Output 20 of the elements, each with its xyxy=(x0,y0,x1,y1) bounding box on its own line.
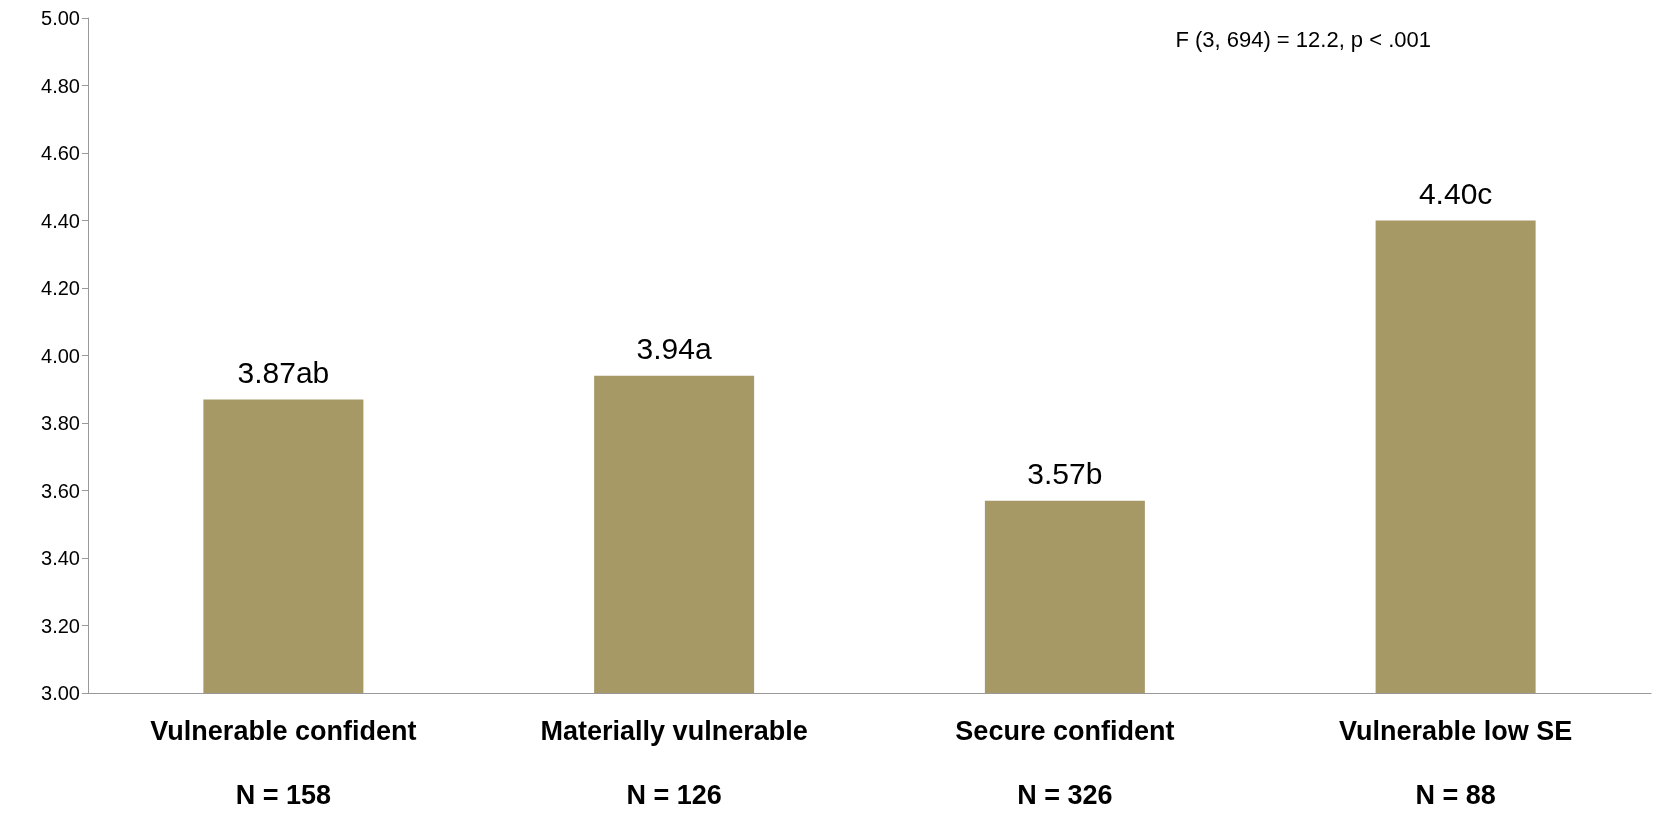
data-label: 4.40c xyxy=(1418,177,1493,210)
y-tick-label: 3.20 xyxy=(41,614,80,637)
y-tick-label: 3.80 xyxy=(41,412,80,434)
category-label: Vulnerable confident N = 158 xyxy=(150,716,417,810)
annotation: F (3, 694) = 12.2, p < .001 xyxy=(1175,26,1432,52)
data-label: 3.94a xyxy=(636,332,712,366)
y-tick-label: 4.00 xyxy=(41,344,80,367)
y-tick-label: 4.60 xyxy=(41,142,80,164)
category-label: Secure confident N = 326 xyxy=(955,716,1175,810)
y-tick-label: 3.60 xyxy=(41,479,80,502)
y-tick-label: 4.80 xyxy=(41,74,80,97)
category-label: Materially vulnerable N = 126 xyxy=(540,716,808,810)
y-tick-label: 4.40 xyxy=(41,209,80,232)
y-tick-label: 5.00 xyxy=(41,7,80,29)
y-tick-label: 3.40 xyxy=(41,547,80,569)
category-label: Vulnerable low SE N = 88 xyxy=(1339,716,1573,810)
y-tick-label: 4.20 xyxy=(41,277,80,299)
data-label: 3.87ab xyxy=(237,355,330,389)
y-tick-label: 3.00 xyxy=(41,682,80,704)
data-label: 3.57b xyxy=(1027,457,1103,491)
